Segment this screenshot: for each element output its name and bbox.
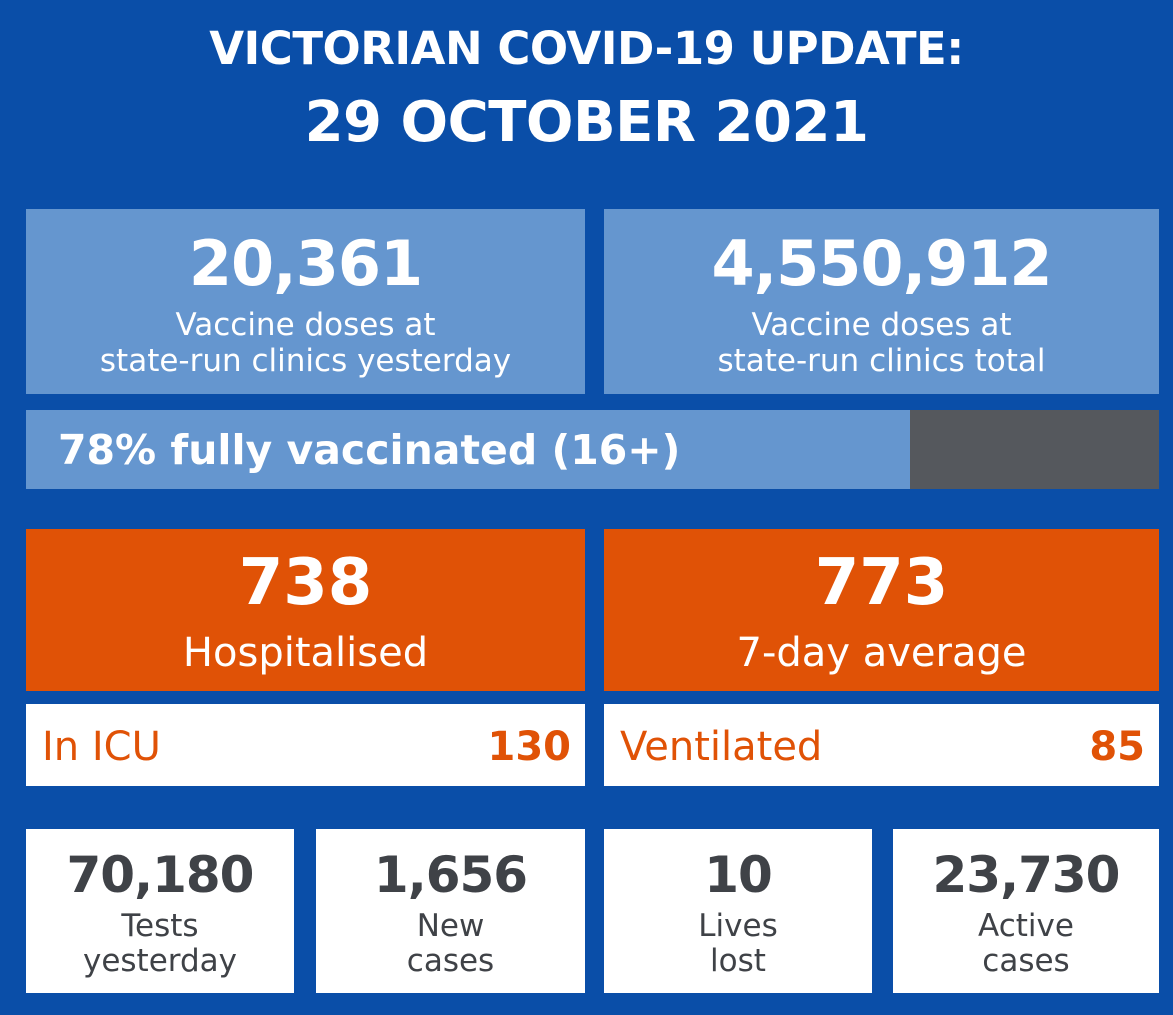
active-cases-label-2: cases [982,943,1070,979]
tests-yesterday-value: 70,180 [66,846,255,904]
vaccine-doses-total-card: 4,550,912 Vaccine doses at state-run cli… [604,209,1159,394]
active-cases-label-1: Active [978,908,1074,944]
tests-yesterday-label-1: Tests [121,908,199,944]
vaccine-doses-yesterday-card: 20,361 Vaccine doses at state-run clinic… [26,209,585,394]
tests-yesterday-card: 70,180 Tests yesterday [26,829,294,993]
new-cases-card: 1,656 New cases [316,829,585,993]
seven-day-average-label: 7-day average [736,630,1027,676]
vaccination-progress-fill [26,410,910,489]
active-cases-card: 23,730 Active cases [893,829,1159,993]
vaccine-doses-yesterday-label-1: Vaccine doses at [175,307,436,343]
vaccine-doses-yesterday-label-2: state-run clinics yesterday [99,343,512,379]
new-cases-label-2: cases [406,943,495,979]
icu-label: In ICU [42,724,161,770]
ventilated-label: Ventilated [620,724,823,770]
title-line-1: VICTORIAN COVID-19 UPDATE: [209,22,964,75]
icu-value: 130 [487,724,572,770]
title-date: 29 OCTOBER 2021 [304,90,869,155]
vaccine-doses-total-label-1: Vaccine doses at [751,307,1012,343]
new-cases-value: 1,656 [373,846,528,904]
vaccine-doses-total-label-2: state-run clinics total [717,343,1046,379]
ventilated-row: Ventilated 85 [604,704,1159,786]
vaccination-progress-bar: 78% fully vaccinated (16+) [26,410,1159,489]
vaccine-doses-yesterday-value: 20,361 [188,227,423,300]
lives-lost-label-2: lost [710,943,766,979]
new-cases-label-1: New [416,908,485,944]
lives-lost-value: 10 [704,846,773,904]
tests-yesterday-label-2: yesterday [82,943,238,979]
vaccine-doses-total-value: 4,550,912 [711,227,1052,300]
lives-lost-label-1: Lives [698,908,778,944]
icu-row: In ICU 130 [26,704,585,786]
active-cases-value: 23,730 [932,846,1121,904]
seven-day-average-card: 773 7-day average [604,529,1159,691]
ventilated-value: 85 [1089,724,1145,770]
vaccination-progress-label: 78% fully vaccinated (16+) [58,426,681,474]
lives-lost-card: 10 Lives lost [604,829,872,993]
hospitalised-card: 738 Hospitalised [26,529,585,691]
hospitalised-label: Hospitalised [182,630,429,676]
hospitalised-value: 738 [238,546,373,620]
seven-day-average-value: 773 [814,546,949,620]
